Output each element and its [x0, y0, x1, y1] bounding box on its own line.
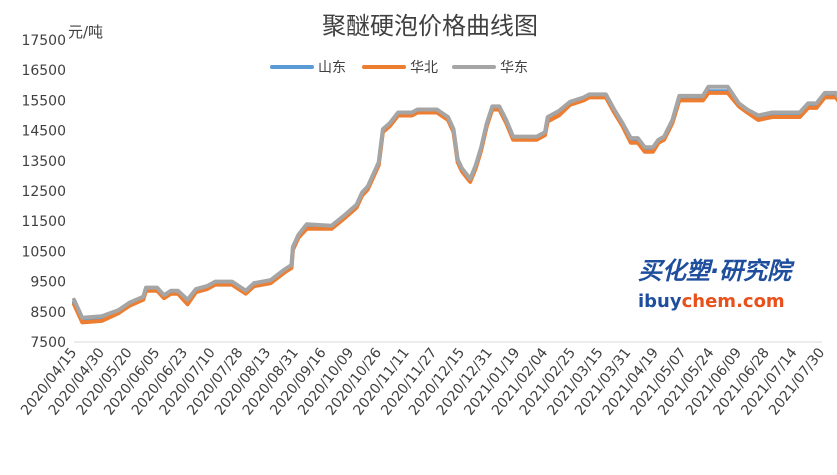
- watermark-logo: 买化塑·研究院 ibuychem.com: [638, 257, 795, 312]
- series-lines: [72, 84, 837, 325]
- y-axis-unit-label: 元/吨: [68, 23, 103, 41]
- series-line-1: [72, 90, 837, 325]
- y-tick-label: 7500: [30, 335, 66, 351]
- y-tick-label: 17500: [21, 33, 66, 49]
- y-tick-label: 13500: [21, 154, 66, 170]
- watermark-domain-suffix: .com: [736, 291, 785, 312]
- y-tick-label: 14500: [21, 124, 66, 140]
- legend-label-2: 华东: [500, 60, 528, 76]
- legend-label-0: 山东: [318, 60, 346, 76]
- chart-title: 聚醚硬泡价格曲线图: [322, 12, 538, 40]
- watermark-brand-text: 买化塑·研究院: [638, 257, 795, 285]
- y-tick-label: 8500: [30, 305, 66, 321]
- legend: 山东 华北 华东: [270, 60, 528, 76]
- watermark-domain-text: ibuychem.com: [638, 291, 785, 312]
- legend-label-1: 华北: [410, 60, 438, 76]
- y-tick-label: 11500: [21, 214, 66, 230]
- watermark-domain-prefix: ibuy: [638, 291, 682, 312]
- y-tick-label: 10500: [21, 244, 66, 260]
- x-axis-ticks: 2020/04/152020/04/302020/05/202020/06/05…: [18, 345, 828, 419]
- series-line-0: [72, 89, 837, 323]
- y-tick-label: 15500: [21, 93, 66, 109]
- y-tick-label: 12500: [21, 184, 66, 200]
- y-tick-label: 9500: [30, 275, 66, 291]
- watermark-domain-highlight: chem: [682, 291, 736, 312]
- series-line-2: [72, 84, 837, 320]
- y-axis-ticks: 7500 8500 9500 10500 11500 12500 13500 14500 155…: [21, 33, 66, 351]
- y-tick-label: 16500: [21, 63, 66, 79]
